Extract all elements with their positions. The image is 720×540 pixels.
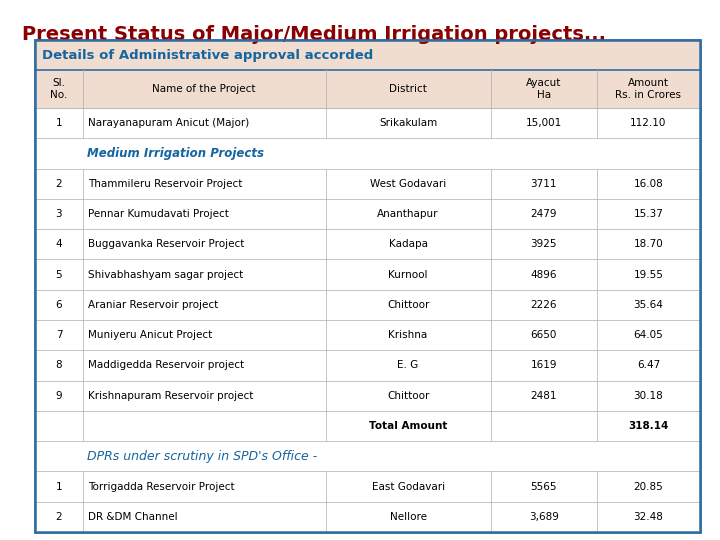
Text: Name of the Project: Name of the Project (153, 84, 256, 94)
Text: Amount
Rs. in Crores: Amount Rs. in Crores (616, 78, 681, 100)
Bar (35, 441, 700, 471)
Text: 1619: 1619 (531, 360, 557, 370)
Text: 3711: 3711 (531, 179, 557, 188)
Text: Present Status of Major/Medium Irrigation projects...: Present Status of Major/Medium Irrigatio… (22, 25, 606, 44)
Text: 8: 8 (55, 360, 62, 370)
Bar (35, 199, 700, 229)
Bar (35, 229, 700, 259)
Bar (35, 471, 700, 502)
Text: Krishna: Krishna (389, 330, 428, 340)
Bar (35, 108, 700, 138)
Text: West Godavari: West Godavari (370, 179, 446, 188)
Bar (35, 40, 700, 70)
Text: District: District (389, 84, 427, 94)
Text: Ananthapur: Ananthapur (377, 209, 438, 219)
Text: Narayanapuram Anicut (Major): Narayanapuram Anicut (Major) (88, 118, 249, 128)
Bar (35, 138, 700, 168)
Text: 7: 7 (55, 330, 62, 340)
Text: 3,689: 3,689 (528, 512, 559, 522)
Text: Torrigadda Reservoir Project: Torrigadda Reservoir Project (88, 482, 235, 491)
Text: 112.10: 112.10 (630, 118, 667, 128)
Text: Maddigedda Reservoir project: Maddigedda Reservoir project (88, 360, 244, 370)
Text: Araniar Reservoir project: Araniar Reservoir project (88, 300, 218, 310)
Text: Muniyeru Anicut Project: Muniyeru Anicut Project (88, 330, 212, 340)
Text: 5: 5 (55, 269, 62, 280)
Text: 2: 2 (55, 512, 62, 522)
Text: Kadapa: Kadapa (389, 239, 428, 249)
Text: East Godavari: East Godavari (372, 482, 445, 491)
Text: DR &DM Channel: DR &DM Channel (88, 512, 178, 522)
Text: Total Amount: Total Amount (369, 421, 447, 431)
Text: Srikakulam: Srikakulam (379, 118, 437, 128)
Text: 5565: 5565 (531, 482, 557, 491)
Text: Ayacut
Ha: Ayacut Ha (526, 78, 562, 100)
Text: Chittoor: Chittoor (387, 300, 429, 310)
Text: Shivabhashyam sagar project: Shivabhashyam sagar project (88, 269, 243, 280)
Text: Chittoor: Chittoor (387, 391, 429, 401)
Text: 3: 3 (55, 209, 62, 219)
Text: 2479: 2479 (531, 209, 557, 219)
Bar (35, 168, 700, 199)
Text: 6: 6 (55, 300, 62, 310)
Text: 35.64: 35.64 (634, 300, 663, 310)
Bar (35, 350, 700, 381)
Text: Nellore: Nellore (390, 512, 426, 522)
Text: 318.14: 318.14 (629, 421, 669, 431)
Text: 3925: 3925 (531, 239, 557, 249)
Bar (35, 381, 700, 411)
Text: 9: 9 (55, 391, 62, 401)
Text: 4: 4 (55, 239, 62, 249)
Bar (35, 411, 700, 441)
Text: E. G: E. G (397, 360, 419, 370)
Text: 6.47: 6.47 (636, 360, 660, 370)
Text: 32.48: 32.48 (634, 512, 663, 522)
Bar (35, 70, 700, 108)
Text: 16.08: 16.08 (634, 179, 663, 188)
Text: Thammileru Reservoir Project: Thammileru Reservoir Project (88, 179, 242, 188)
Bar (35, 259, 700, 290)
Text: 18.70: 18.70 (634, 239, 663, 249)
Text: 1: 1 (55, 482, 62, 491)
Text: Pennar Kumudavati Project: Pennar Kumudavati Project (88, 209, 229, 219)
Text: 30.18: 30.18 (634, 391, 663, 401)
Text: 20.85: 20.85 (634, 482, 663, 491)
Text: 2226: 2226 (531, 300, 557, 310)
Text: 4896: 4896 (531, 269, 557, 280)
Text: Medium Irrigation Projects: Medium Irrigation Projects (87, 147, 264, 160)
Text: Kurnool: Kurnool (388, 269, 428, 280)
Text: Buggavanka Reservoir Project: Buggavanka Reservoir Project (88, 239, 244, 249)
Text: 19.55: 19.55 (634, 269, 663, 280)
Bar (35, 290, 700, 320)
Text: 15,001: 15,001 (526, 118, 562, 128)
Text: 2: 2 (55, 179, 62, 188)
Text: Sl.
No.: Sl. No. (50, 78, 68, 100)
Text: Details of Administrative approval accorded: Details of Administrative approval accor… (42, 49, 373, 62)
Text: 1: 1 (55, 118, 62, 128)
Text: 6650: 6650 (531, 330, 557, 340)
Text: DPRs under scrutiny in SPD's Office -: DPRs under scrutiny in SPD's Office - (87, 450, 317, 463)
Bar (35, 320, 700, 350)
Text: 2481: 2481 (531, 391, 557, 401)
Text: 64.05: 64.05 (634, 330, 663, 340)
Text: Krishnapuram Reservoir project: Krishnapuram Reservoir project (88, 391, 253, 401)
Text: 15.37: 15.37 (634, 209, 663, 219)
Bar (35, 502, 700, 532)
